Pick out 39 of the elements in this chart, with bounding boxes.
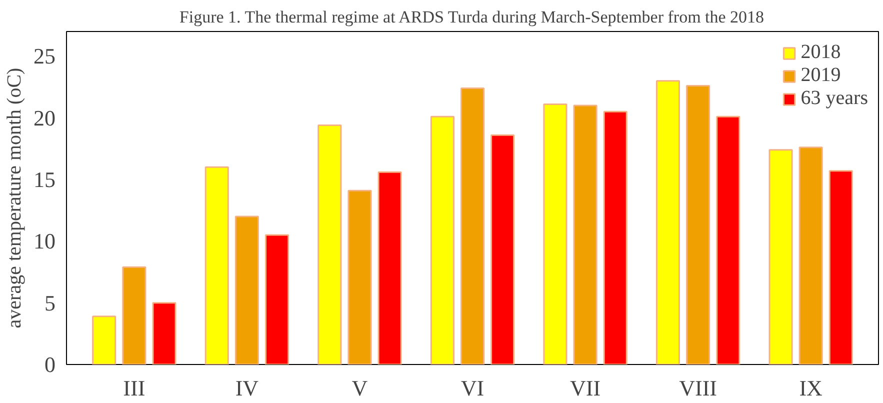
bar — [460, 87, 485, 364]
x-tick-label: IX — [799, 376, 823, 400]
bar — [573, 104, 598, 364]
x-tick-label: VIII — [679, 376, 717, 400]
bar — [656, 80, 680, 364]
bar — [152, 302, 176, 364]
bar — [92, 316, 116, 364]
bar — [490, 134, 515, 364]
bar — [204, 166, 229, 364]
bar — [348, 190, 372, 364]
y-tick-label: 10 — [34, 228, 56, 254]
x-tick-label: III — [123, 376, 146, 400]
bar — [234, 216, 259, 364]
bar — [716, 116, 740, 364]
legend-label: 2018 — [800, 41, 841, 64]
y-tick-label: 20 — [34, 105, 56, 130]
bar — [264, 234, 290, 364]
y-tick-label: 0 — [44, 352, 56, 377]
bar — [543, 104, 568, 364]
chart-title: Figure 1. The thermal regime at ARDS Turda during March-September from the 2018 — [179, 8, 764, 26]
x-tick-label: VI — [460, 376, 484, 400]
bar — [430, 116, 454, 364]
x-tick-label: V — [352, 376, 368, 400]
bar — [686, 85, 710, 364]
x-tick-label: IV — [235, 376, 259, 400]
bar — [603, 110, 628, 364]
y-tick-label: 5 — [44, 290, 56, 316]
x-tick-label: VII — [570, 376, 601, 400]
legend-label: 63 years — [800, 87, 868, 110]
bar — [828, 170, 853, 364]
y-tick-label: 25 — [34, 44, 56, 69]
bar — [798, 146, 823, 364]
legend-label: 2019 — [800, 64, 841, 87]
bar — [378, 171, 402, 364]
y-tick-label: 15 — [34, 167, 56, 192]
bar — [768, 149, 793, 364]
bar — [318, 124, 342, 364]
bar — [122, 266, 146, 364]
y-axis-title: average temperature month (oC) — [4, 68, 26, 328]
